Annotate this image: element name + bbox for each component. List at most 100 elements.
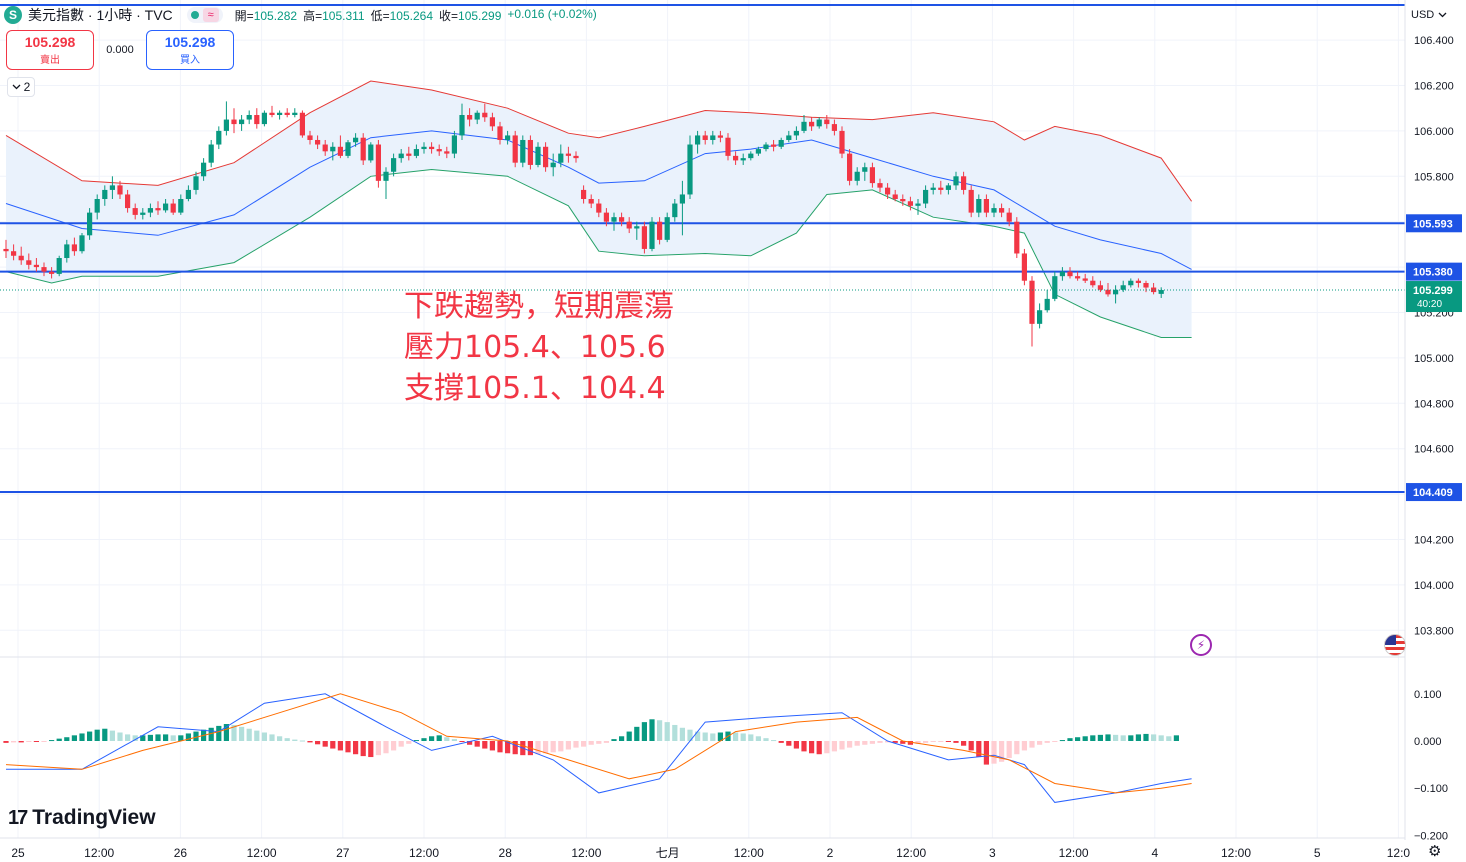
macd-histogram-bar [368, 741, 374, 758]
macd-histogram-bar [459, 741, 465, 742]
candle-body [315, 139, 321, 145]
macd-histogram-bar [847, 741, 853, 748]
candle-body [140, 212, 146, 215]
macd-histogram-bar [1173, 735, 1179, 741]
market-status[interactable]: ≈ [186, 7, 223, 23]
macd-histogram-bar [892, 741, 898, 743]
macd-histogram-bar [64, 737, 70, 741]
indicators-count: 2 [23, 80, 31, 94]
symbol-logo-icon[interactable]: S [4, 6, 22, 24]
candle-body [216, 130, 222, 145]
lightning-icon[interactable]: ⚡ [1190, 634, 1212, 656]
time-axis: 25 12:00 26 12:00 27 12:00 28 12:00 七月 12:00 2 12:0… [11, 846, 1410, 860]
symbol-title[interactable]: 美元指數 · 1小時 · TVC [28, 7, 173, 23]
candle-body [1090, 280, 1096, 286]
macd-histogram-bar [216, 725, 222, 741]
candle-body [3, 248, 9, 252]
chevron-down-icon [1438, 12, 1447, 18]
time-tick-label: 5 [1314, 846, 1321, 860]
macd-histogram-bar [1059, 740, 1065, 742]
candle-body [223, 119, 229, 131]
candle-body [1135, 280, 1141, 283]
indicators-toggle-button[interactable]: 2 [7, 77, 35, 97]
macd-histogram-bar [748, 734, 754, 741]
ohlc-high: 高=105.311 [303, 8, 365, 23]
candle-body [733, 155, 739, 161]
macd-histogram-bar [132, 735, 138, 741]
macd-histogram-bar [1105, 734, 1111, 741]
currency-selector[interactable]: USD [1408, 4, 1462, 26]
macd-histogram-bar [1006, 741, 1012, 758]
macd-histogram-bar [945, 741, 951, 742]
macd-histogram-bar [793, 741, 799, 749]
candle-body [687, 144, 693, 195]
macd-histogram-bar [877, 741, 883, 743]
candle-body [459, 115, 465, 136]
candle-body [299, 112, 305, 136]
macd-histogram-bar [733, 732, 739, 741]
level-label-box [1406, 214, 1462, 233]
macd-histogram-bar [786, 741, 792, 746]
macd-histogram-bar [406, 741, 412, 744]
candle-body [269, 112, 275, 116]
macd-histogram-bar [626, 731, 632, 741]
current-price-label-text: 105.299 [1413, 285, 1453, 297]
buy-button[interactable]: 105.298 買入 [146, 30, 234, 70]
candle-body [178, 199, 184, 213]
sell-price: 105.298 [24, 34, 76, 50]
macd-histogram-bar [558, 741, 564, 752]
candle-body [261, 112, 267, 125]
macd-histogram-bar [611, 739, 617, 741]
candle-body [657, 221, 663, 240]
macd-histogram-bar [619, 736, 625, 741]
macd-histogram-bar [771, 740, 777, 742]
macd-histogram-bar [444, 737, 450, 741]
macd-histogram-bar [277, 736, 283, 741]
price-tick-label: 104.000 [1414, 580, 1454, 592]
sell-button[interactable]: 105.298 賣出 [6, 30, 94, 70]
candle-body [64, 244, 70, 259]
candle-body [771, 144, 777, 147]
level-label-text: 105.593 [1413, 218, 1453, 230]
time-tick-label: 27 [336, 846, 350, 860]
gear-icon[interactable]: ⚙ [1428, 843, 1442, 860]
macd-histogram-bar [999, 741, 1005, 762]
tradingview-logo[interactable]: 17 TradingView [8, 806, 156, 830]
candle-body [360, 137, 366, 161]
time-tick-label: 12:00 [247, 846, 277, 860]
macd-histogram-bar [474, 741, 480, 747]
horizontal-levels [0, 222, 1405, 494]
chevron-down-icon [12, 84, 21, 90]
candle-body [619, 217, 625, 222]
macd-histogram-bar [269, 734, 275, 741]
macd-histogram-bar [246, 728, 252, 741]
candle-body [672, 203, 678, 218]
candle-body [322, 144, 328, 152]
macd-histogram-bar [330, 741, 336, 749]
candle-body [877, 183, 883, 188]
candle-body [550, 162, 556, 168]
macd-histogram-bar [26, 741, 32, 742]
spread-value: 0.000 [106, 44, 134, 56]
macd-histogram-bar [885, 741, 891, 743]
chart-annotation-text[interactable]: 下跌趨勢，短期震蕩 壓力105.4、105.6 支撐105.1、104.4 [404, 286, 674, 409]
level-labels: 105.593 105.380 104.409 105.299 40:20 [1406, 214, 1462, 502]
macd-histogram-bar [231, 724, 237, 741]
macd-histogram-bar [961, 741, 967, 746]
candle-body [87, 212, 93, 236]
macd-histogram-bar [33, 741, 39, 742]
macd-histogram-bar [102, 728, 108, 741]
macd-histogram-bar [223, 724, 229, 741]
candle-body [307, 135, 313, 140]
candle-body [102, 189, 108, 199]
trade-panel: 105.298 賣出 0.000 105.298 買入 [6, 30, 234, 70]
macd-histogram-bar [869, 741, 875, 744]
candle-body [953, 176, 959, 186]
candle-body [1120, 285, 1126, 290]
candle-body [33, 264, 39, 268]
macd-histogram-bar [1082, 736, 1088, 741]
time-tick-label: 2 [827, 846, 834, 860]
us-flag-icon[interactable] [1384, 634, 1406, 656]
candle-body [558, 153, 564, 163]
